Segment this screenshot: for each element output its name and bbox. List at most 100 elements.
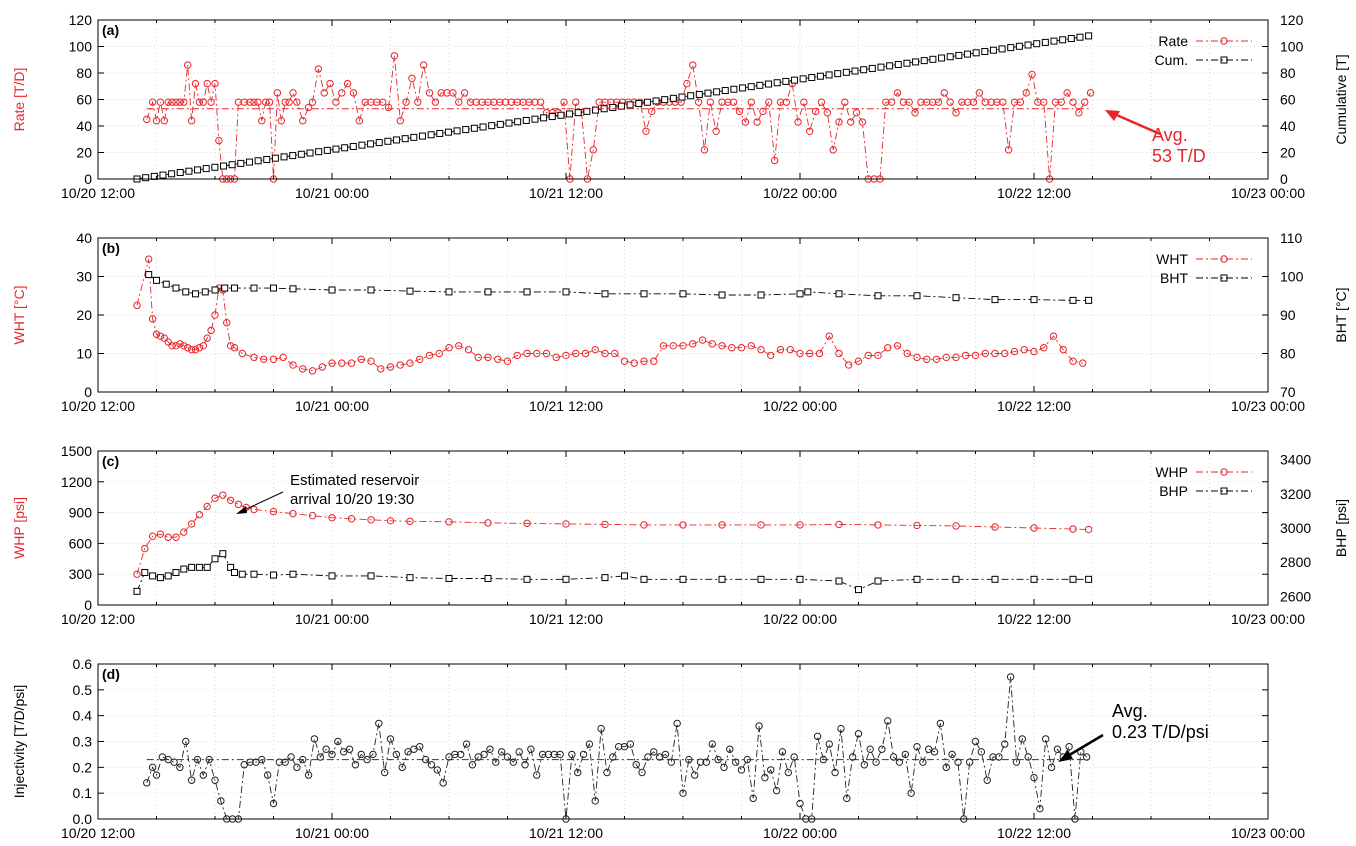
cum--point (609, 103, 617, 111)
injectivity-point (650, 748, 658, 756)
wht-point (552, 353, 560, 362)
cum--point (393, 136, 401, 144)
rate-point (694, 98, 703, 106)
cum--point (479, 123, 487, 131)
whp-point (211, 494, 219, 502)
bhp-point (203, 563, 211, 571)
injectivity-point (696, 758, 705, 766)
cum--point (220, 162, 228, 170)
y-tick-label-right: 80 (1280, 65, 1296, 81)
bhp-point (164, 572, 172, 580)
cum--point (427, 131, 435, 139)
wht-point (1020, 345, 1028, 354)
rate-point (281, 98, 289, 106)
x-tick-label: 10/23 00:00 (1231, 185, 1305, 201)
rate-point (234, 98, 243, 106)
y-tick-label-left: 120 (69, 12, 93, 28)
bhp-point (238, 570, 246, 578)
rate-point (240, 98, 248, 106)
injectivity-point (930, 748, 939, 756)
injectivity-point (720, 763, 728, 772)
injectivity-point (1036, 804, 1044, 813)
rate-point (712, 127, 720, 136)
cum--point (496, 120, 504, 128)
y-tick-label-left: 300 (69, 566, 93, 582)
wht-point (223, 319, 231, 327)
cum--point (202, 165, 210, 173)
wht-point (199, 342, 208, 350)
bhp-point (219, 550, 227, 558)
bht-point (145, 271, 153, 279)
rate-point (882, 98, 890, 106)
bht-point (874, 292, 882, 300)
injectivity-point (281, 758, 289, 766)
injectivity-point (872, 758, 880, 766)
panel-b-frame (97, 237, 1269, 393)
panel-a-right-ticks: 0 20 40 60 80 100 120 (1280, 12, 1304, 187)
wht-point (133, 301, 141, 310)
injectivity-point (620, 742, 629, 751)
y-tick-label-right: 40 (1280, 118, 1296, 134)
cum--point (176, 168, 184, 176)
panel-a-legend: Rate Cum. (1155, 33, 1252, 68)
wht-point (981, 349, 989, 358)
injectivity-point (749, 794, 757, 803)
rate-point (390, 52, 399, 60)
reservoir-arrival-arrow-head (236, 506, 247, 514)
injectivity-point (691, 771, 699, 779)
y-tick-label-left: 0 (84, 171, 92, 187)
y-tick-label-left: 30 (76, 269, 92, 285)
rate-point (402, 98, 410, 106)
rate-point (595, 98, 603, 106)
rate-point (952, 109, 960, 117)
rate-point (934, 98, 943, 106)
rate-point (794, 118, 802, 126)
cum--point (1015, 42, 1023, 50)
bhp-point (835, 577, 843, 585)
rate-point (349, 89, 358, 97)
cum--point (661, 96, 669, 104)
cum--point (946, 53, 954, 61)
rate-point (211, 79, 219, 88)
rate-point (184, 61, 192, 69)
panel-a-label: (a) (102, 22, 119, 38)
whp-point (913, 521, 921, 530)
wht-point (328, 359, 336, 367)
injectivity-point (854, 730, 863, 738)
panel-a-left-ticks: 0 20 40 60 80 100 120 (69, 12, 1268, 187)
rate-point (207, 98, 215, 106)
cum--point (825, 71, 833, 79)
bht-point (1030, 296, 1038, 304)
y-tick-label-left: 0.3 (73, 734, 93, 750)
wht-point (737, 344, 746, 352)
injectivity-point (626, 740, 635, 748)
rate-point (531, 98, 539, 106)
injectivity-point (1012, 758, 1021, 766)
rate-point (191, 79, 200, 88)
x-tick-label: 10/22 00:00 (763, 611, 837, 627)
panel-c-reservoir-annotation: Estimated reservoir arrival 10/20 19:30 (236, 472, 419, 514)
whp-point (757, 521, 765, 529)
injectivity-point (983, 776, 991, 784)
whp-point (484, 519, 492, 527)
bhp-point (188, 563, 196, 571)
bht-point (445, 288, 453, 296)
cum--point (920, 57, 928, 65)
injectivity-point (158, 753, 167, 761)
injectivity-point (503, 753, 512, 761)
rate-point (355, 117, 363, 125)
wht-point (835, 349, 843, 358)
cum--point (341, 144, 349, 152)
injectivity-point (889, 753, 898, 761)
bhp-point (156, 574, 164, 582)
rate-point (176, 98, 184, 106)
rate-point (852, 109, 861, 117)
cum--point (306, 149, 314, 157)
rate-point (700, 146, 709, 154)
cum--point (851, 67, 859, 75)
injectivity-point (843, 794, 851, 803)
cum--point (1085, 32, 1093, 40)
cum--point (410, 133, 418, 141)
injectivity-point (702, 758, 711, 766)
